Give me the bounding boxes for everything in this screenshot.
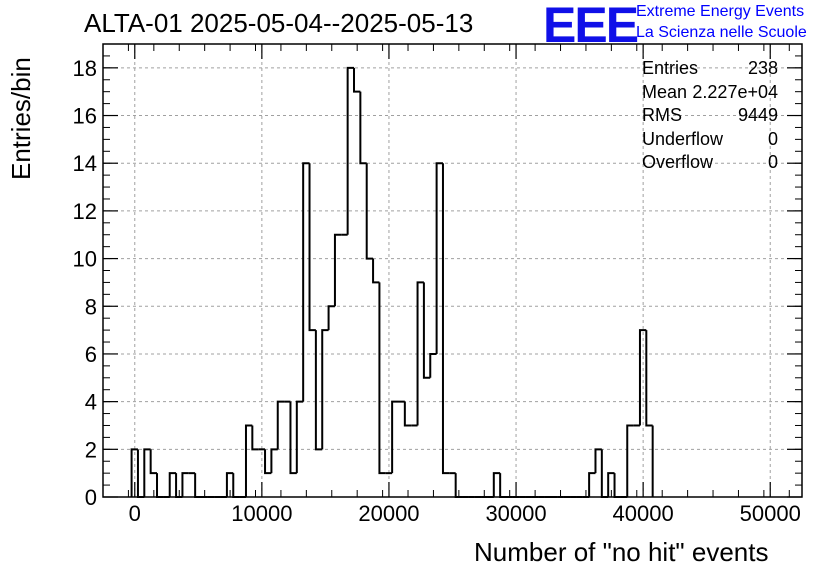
stats-label: Mean <box>642 81 688 102</box>
histogram-bin <box>314 330 323 451</box>
histogram-bin <box>302 162 310 402</box>
stats-label: Entries <box>642 58 699 78</box>
histogram-series <box>130 66 654 498</box>
histogram-bin <box>429 352 437 378</box>
histogram-bin <box>327 305 335 331</box>
histogram-bin <box>264 449 272 475</box>
y-axis-ticks: 0 2 4 6 8 10 12 14 16 18 <box>73 43 802 510</box>
stats-value: 9449 <box>737 105 778 125</box>
grid-lines <box>103 44 802 498</box>
histogram-bin <box>270 448 278 474</box>
histogram-bin <box>607 472 615 497</box>
y-tick-label: 18 <box>73 56 97 81</box>
histogram-bin <box>251 425 259 451</box>
histogram-bin <box>594 448 602 474</box>
histogram-bin <box>378 282 386 475</box>
eee-logo: EEE <box>543 0 639 53</box>
x-tick-label: 30000 <box>485 501 546 526</box>
y-tick-label: 16 <box>73 104 97 129</box>
x-tick-label: 0 <box>129 501 141 526</box>
y-tick-label: 14 <box>73 151 97 176</box>
stats-row-entries: Entries 238 <box>642 58 778 82</box>
x-axis-title: Number of "no hit" events <box>474 537 769 567</box>
histogram-bin <box>295 400 304 474</box>
histogram-bin <box>181 472 189 497</box>
histogram-bin <box>321 329 329 450</box>
histogram-bin <box>289 401 297 475</box>
histogram-bin <box>588 472 596 497</box>
histogram-bin <box>422 282 431 379</box>
histogram-bin <box>626 424 634 497</box>
stats-label: Overflow <box>642 152 714 172</box>
histogram-bin <box>613 473 621 498</box>
histogram-bin <box>232 473 240 498</box>
logo-line-1: Extreme Energy Events <box>636 3 805 20</box>
x-tick-label: 50000 <box>740 501 801 526</box>
x-tick-label: 20000 <box>358 501 419 526</box>
histogram-bin <box>346 66 355 235</box>
stats-label: Underflow <box>642 128 724 149</box>
histogram-bin <box>194 473 202 498</box>
histogram-bin <box>416 281 424 426</box>
histogram-bin <box>130 448 138 497</box>
y-tick-label: 6 <box>85 342 97 367</box>
histogram-bin <box>435 162 443 354</box>
stats-row-mean: Mean 2.227e+04 <box>642 82 778 106</box>
histogram-bin <box>391 400 399 474</box>
stats-row-underflow: Underflow 0 <box>642 129 778 153</box>
histogram-bin <box>149 449 158 475</box>
histogram-bin <box>333 233 342 307</box>
histogram-bin <box>638 329 647 426</box>
x-axis-ticks: 0 10000 20000 30000 40000 50000 <box>102 44 801 526</box>
histogram-bin <box>168 472 177 497</box>
histogram-bin <box>441 163 450 475</box>
histogram-bin <box>492 472 501 497</box>
histogram-bin <box>359 91 367 165</box>
histogram-bin <box>225 472 234 497</box>
y-tick-label: 0 <box>85 485 97 510</box>
chart-title: ALTA-01 2025-05-04--2025-05-13 <box>84 8 474 38</box>
x-tick-label: 40000 <box>613 501 674 526</box>
y-tick-label: 4 <box>85 390 97 415</box>
histogram-bin <box>372 258 380 284</box>
histogram-bin <box>365 163 374 260</box>
histogram-bin <box>276 400 285 450</box>
histogram-bin <box>244 424 253 497</box>
histogram-bin <box>403 401 412 427</box>
stats-label: RMS <box>642 105 682 125</box>
stats-row-overflow: Overflow 0 <box>642 152 778 176</box>
logo-line-2: La Scienza nelle Scuole <box>636 24 807 41</box>
histogram-bin <box>308 163 316 332</box>
y-tick-label: 2 <box>85 437 97 462</box>
stats-value: 238 <box>747 58 778 78</box>
histogram-bin <box>156 473 164 498</box>
histogram-bin <box>645 330 653 427</box>
y-tick-label: 8 <box>85 294 97 319</box>
y-tick-label: 12 <box>73 199 97 224</box>
x-tick-label: 10000 <box>231 501 292 526</box>
histogram-bin <box>353 67 361 93</box>
stats-value: 2.227e+04 <box>692 81 778 102</box>
stats-value: 0 <box>767 128 778 149</box>
y-tick-label: 10 <box>73 247 97 272</box>
stats-value: 0 <box>767 152 778 172</box>
stats-box: Entries 238 Mean 2.227e+04 RMS 9449 Unde… <box>642 58 778 176</box>
y-axis-title: Entries/bin <box>6 57 36 180</box>
histogram-bin <box>499 473 507 498</box>
histogram-bin <box>143 448 151 497</box>
stats-row-rms: RMS 9449 <box>642 105 778 129</box>
